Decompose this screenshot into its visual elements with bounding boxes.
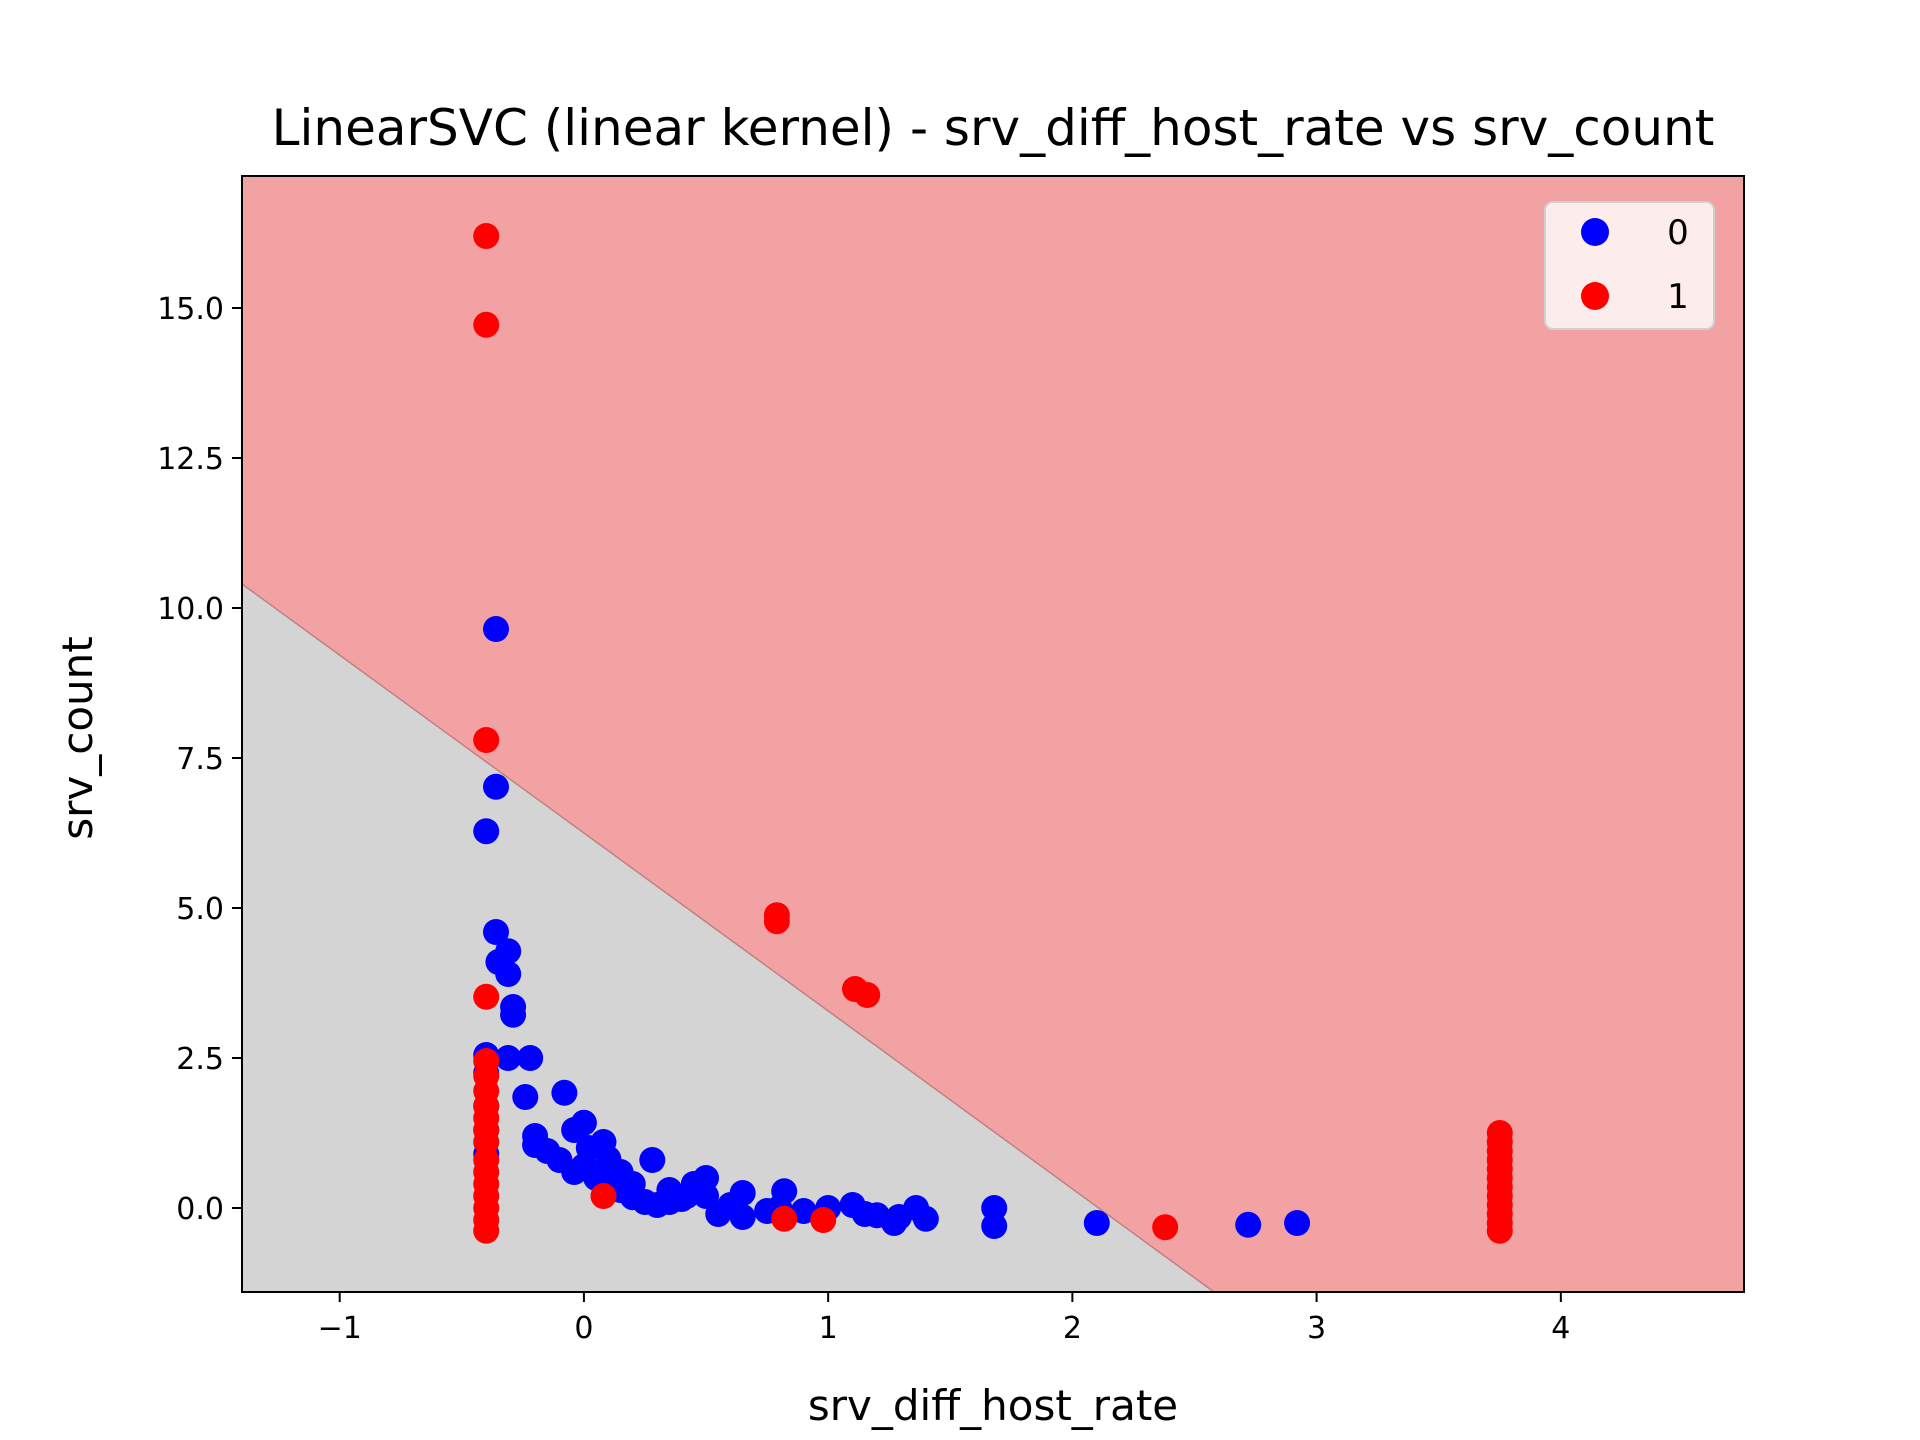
y-tick-label: 5.0 (176, 892, 224, 927)
data-point-series-0 (912, 1205, 939, 1232)
y-tick-label: 0.0 (176, 1192, 224, 1227)
y-tick-label: 10.0 (157, 592, 224, 627)
legend-label-series-1: 1 (1667, 277, 1689, 317)
data-point-series-0 (517, 1045, 544, 1071)
data-point-series-1 (854, 982, 881, 1008)
y-tick-label: 7.5 (176, 742, 224, 777)
y-tick-label: 2.5 (176, 1042, 224, 1077)
data-point-series-1 (473, 223, 500, 249)
data-point-series-0 (551, 1079, 578, 1106)
x-tick-label: −1 (318, 1311, 362, 1346)
x-tick-label: 0 (574, 1311, 593, 1346)
data-point-series-0 (729, 1180, 756, 1206)
data-point-series-0 (771, 1178, 798, 1205)
decision-region-class-1 (242, 176, 1744, 1292)
data-point-series-0 (981, 1213, 1008, 1239)
x-tick-label: 1 (819, 1311, 838, 1346)
legend-marker-series-0 (1581, 218, 1609, 246)
data-point-series-0 (500, 1001, 527, 1028)
data-point-series-0 (619, 1171, 646, 1197)
decision-boundary-line (241, 583, 1215, 1293)
data-point-series-1 (771, 1205, 798, 1232)
data-point-series-0 (981, 1195, 1008, 1221)
data-point-series-0 (473, 818, 500, 845)
legend-marker-series-1 (1581, 282, 1609, 310)
legend: 0 1 (1544, 201, 1715, 330)
chart-title: LinearSVC (linear kernel) - srv_diff_hos… (272, 99, 1715, 157)
data-point-series-0 (1284, 1210, 1311, 1236)
data-point-series-0 (495, 1045, 522, 1071)
legend-label-series-0: 0 (1667, 213, 1689, 253)
data-point-series-1 (473, 983, 500, 1010)
y-axis-title: srv_count (53, 636, 102, 840)
data-point-series-0 (693, 1165, 720, 1191)
y-tick-label: 12.5 (157, 442, 224, 477)
plot-frame (241, 175, 1745, 1293)
data-point-series-0 (482, 919, 509, 945)
data-point-series-1 (473, 1217, 500, 1244)
plot-area (241, 175, 1745, 1293)
x-tick-label: 3 (1307, 1311, 1326, 1346)
data-point-series-0 (561, 1117, 588, 1143)
data-point-series-0 (673, 1183, 700, 1209)
x-axis-title: srv_diff_host_rate (808, 1381, 1178, 1430)
data-point-series-1 (1152, 1214, 1179, 1241)
data-point-series-1 (810, 1207, 837, 1233)
data-point-series-0 (729, 1204, 756, 1230)
data-point-series-0 (495, 961, 522, 987)
data-point-series-0 (512, 1084, 539, 1110)
data-point-series-1 (473, 311, 500, 338)
x-tick-label: 2 (1063, 1311, 1082, 1346)
data-point-series-1 (1486, 1217, 1513, 1244)
y-tick-label: 15.0 (157, 292, 224, 327)
data-point-series-1 (590, 1183, 617, 1209)
data-point-series-0 (1235, 1211, 1262, 1238)
x-tick-label: 4 (1551, 1311, 1570, 1346)
data-point-series-0 (482, 616, 509, 642)
data-point-series-1 (473, 727, 500, 753)
data-point-series-0 (639, 1147, 666, 1173)
x-axis: −1 0 1 2 3 4 (318, 1292, 1570, 1346)
data-point-series-0 (790, 1198, 817, 1224)
y-axis: 0.0 2.5 5.0 7.5 10.0 12.5 15.0 (157, 292, 242, 1227)
data-point-series-1 (763, 908, 790, 935)
data-point-series-1 (473, 1129, 500, 1155)
data-point-series-0 (482, 773, 509, 800)
data-point-series-0 (1083, 1210, 1110, 1236)
data-points (473, 223, 1513, 1244)
